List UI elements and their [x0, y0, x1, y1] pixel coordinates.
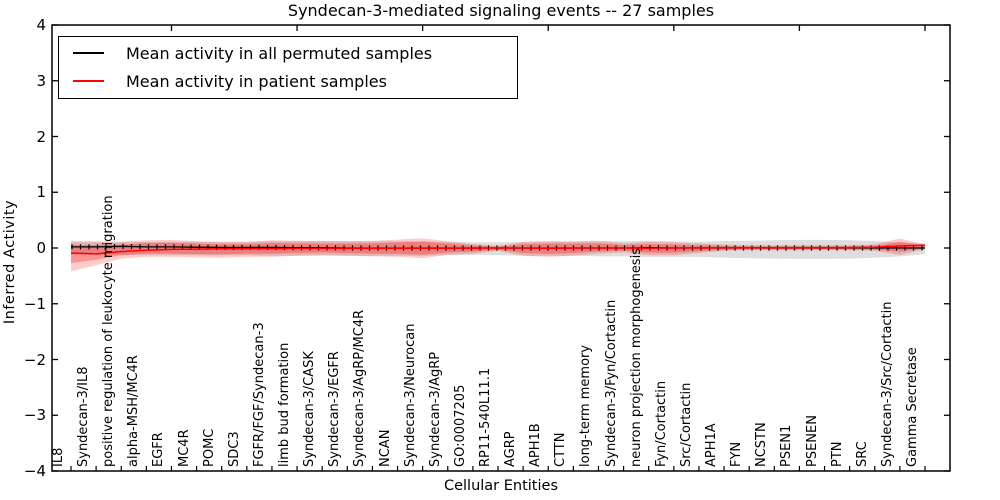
x-entity-label: SRC	[854, 441, 870, 467]
permuted-line-swatch	[73, 52, 104, 54]
chart-title: Syndecan-3-mediated signaling events -- …	[287, 1, 715, 20]
legend-label: Mean activity in patient samples	[126, 71, 387, 91]
patient-mean-line	[70, 244, 926, 255]
x-entity-label: PSENEN	[804, 415, 820, 467]
x-entity-label: neuron projection morphogenesis	[628, 248, 644, 467]
x-entity-label: Gamma Secretase	[905, 347, 920, 467]
x-entity-label: PSEN1	[779, 424, 795, 467]
x-entity-label: Syndecan-3/AgRP	[427, 351, 443, 467]
x-entity-label: Syndecan-3/Neurocan	[402, 323, 418, 467]
x-entity-label: Syndecan-3/CASK	[302, 351, 318, 467]
y-tick-label: 2	[36, 127, 46, 146]
x-entity-label: FGFR/FGF/Syndecan-3	[251, 322, 267, 467]
x-entity-label: APH1B	[528, 423, 544, 467]
y-tick-label: −3	[23, 406, 46, 425]
x-entity-label: long-term memory	[578, 344, 594, 467]
x-entity-label: positive regulation of leukocyte migrati…	[101, 195, 117, 467]
x-entity-label: POMC	[201, 428, 217, 467]
x-entity-label: Syndecan-3/EGFR	[327, 351, 343, 467]
x-entity-label: RP11-540L11.1	[478, 367, 493, 467]
legend-label: Mean activity in all permuted samples	[126, 43, 433, 63]
x-axis-label: Cellular Entities	[443, 478, 559, 494]
x-entity-label: Syndecan-3/Fyn/Cortactin	[603, 299, 619, 467]
permuted-samples-range-band	[71, 239, 925, 259]
x-entity-label: EGFR	[151, 432, 167, 467]
x-entity-label: limb bud formation	[277, 342, 293, 467]
x-entity-label: CTTN	[553, 432, 569, 467]
y-tick-label: −2	[23, 350, 46, 369]
patient-line-swatch	[73, 80, 104, 82]
x-entity-label: Syndecan-3/IL8	[76, 366, 92, 467]
y-tick-label: −4	[23, 462, 46, 480]
x-entity-label: NCSTN	[754, 422, 770, 467]
x-entity-label: MC4R	[176, 429, 192, 467]
x-entity-label: FYN	[729, 441, 745, 467]
x-entity-label: Fyn/Cortactin	[653, 380, 669, 467]
y-tick-label: 4	[36, 16, 46, 34]
y-tick-label: −1	[23, 294, 46, 313]
x-entity-label: SDC3	[226, 431, 242, 467]
y-tick-label: 1	[36, 183, 46, 202]
y-tick-label: 0	[36, 239, 46, 257]
legend: Mean activity in all permuted samples Me…	[58, 36, 518, 99]
x-entity-label: NCAN	[377, 429, 393, 467]
y-tick-label: 3	[36, 71, 46, 90]
x-entity-label: Syndecan-3/Src/Cortactin	[879, 301, 895, 467]
x-entity-label: alpha-MSH/MC4R	[126, 355, 142, 467]
x-entity-label: GO:0007205	[452, 384, 468, 467]
x-entity-label: PTN	[829, 441, 845, 467]
x-entity-label: APH1A	[704, 423, 720, 467]
x-entity-label: Syndecan-3/AgRP/MC4R	[352, 309, 368, 467]
x-entity-label: AGRP	[503, 431, 519, 467]
x-entity-label: IL8	[51, 447, 66, 467]
x-entity-label: Src/Cortactin	[678, 382, 694, 467]
